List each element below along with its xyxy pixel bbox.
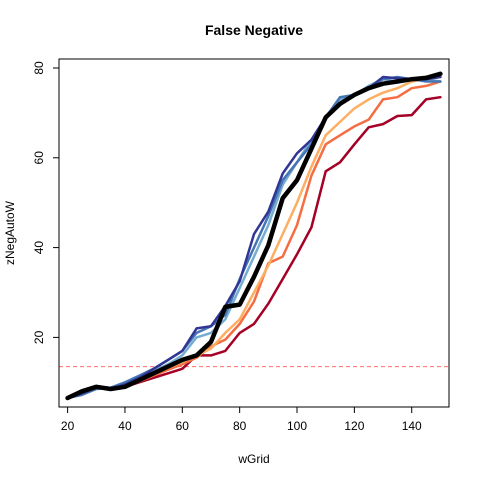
x-tick-label-40: 40 [118, 419, 132, 433]
x-tick-label-100: 100 [287, 419, 307, 433]
x-tick-label-120: 120 [344, 419, 364, 433]
series-line-7 [65, 71, 443, 401]
x-tick-label-80: 80 [233, 419, 247, 433]
chart-title: False Negative [205, 22, 303, 38]
y-tick-label-80: 80 [32, 61, 46, 75]
y-tick-label-20: 20 [32, 330, 46, 344]
x-axis-label: wGrid [237, 452, 269, 466]
x-tick-label-60: 60 [176, 419, 190, 433]
y-tick-label-40: 40 [32, 241, 46, 255]
x-tick-label-20: 20 [61, 419, 75, 433]
plot-area: 20 40 60 80 100 120 140 20 40 60 80 [32, 58, 450, 433]
y-axis-label: zNegAutoW [3, 200, 17, 265]
x-tick-label-140: 140 [402, 419, 422, 433]
y-tick-label-60: 60 [32, 151, 46, 165]
plot-frame [58, 58, 450, 408]
